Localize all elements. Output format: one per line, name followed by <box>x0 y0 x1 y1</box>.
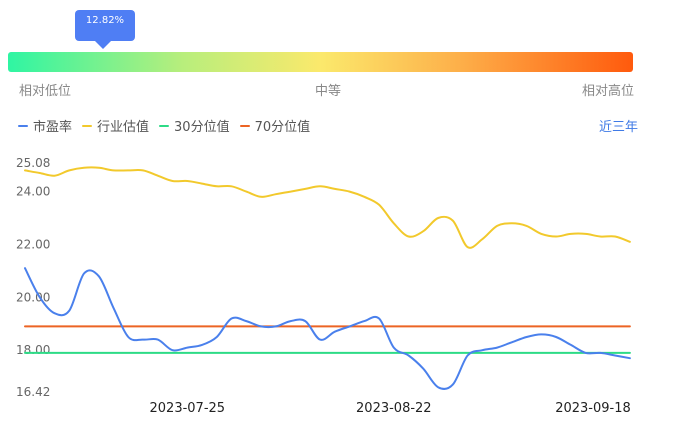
legend-swatch-p70 <box>239 124 250 127</box>
low-position-label: 相对低位 <box>19 84 72 99</box>
industry-series-line <box>24 166 631 249</box>
x-tick-label: 2023-08-22 <box>356 401 432 416</box>
x-tick-label: 2023-07-25 <box>150 401 226 416</box>
y-tick-label: 16.42 <box>16 385 50 399</box>
legend-swatch-pe <box>18 124 28 127</box>
range-three-years-button[interactable]: 近三年 <box>599 120 639 135</box>
pe-series-line <box>24 267 631 390</box>
legend-item-industry[interactable]: 行业估值 <box>82 116 149 135</box>
legend-label-pe: 市盈率 <box>33 120 73 135</box>
high-position-label: 相对高位 <box>582 84 635 99</box>
legend-item-pe[interactable]: 市盈率 <box>18 116 72 135</box>
legend-swatch-p30 <box>159 124 170 127</box>
legend-label-p70: 70分位值 <box>254 120 311 135</box>
y-tick-label: 20.00 <box>16 290 50 304</box>
percentile-tooltip: 12.82% <box>75 10 135 49</box>
x-tick-label: 2023-09-18 <box>555 401 631 416</box>
y-tick-label: 18.00 <box>16 343 50 357</box>
legend-swatch-industry <box>82 124 93 127</box>
mid-position-label: 中等 <box>315 84 342 99</box>
percentile-value: 12.82% <box>85 15 125 26</box>
legend-item-p70[interactable]: 70分位值 <box>239 116 311 135</box>
y-tick-label: 22.00 <box>16 237 50 251</box>
percentile-gradient-bar <box>8 52 633 72</box>
y-tick-label: 24.00 <box>16 185 50 199</box>
legend-label-p30: 30分位值 <box>174 120 230 135</box>
legend-item-p30[interactable]: 30分位值 <box>159 116 230 135</box>
legend-label-industry: 行业估值 <box>97 120 150 135</box>
chart-legend: 市盈率 行业估值 30分位值 70分位值 <box>18 116 310 135</box>
y-tick-label: 25.08 <box>16 156 50 170</box>
